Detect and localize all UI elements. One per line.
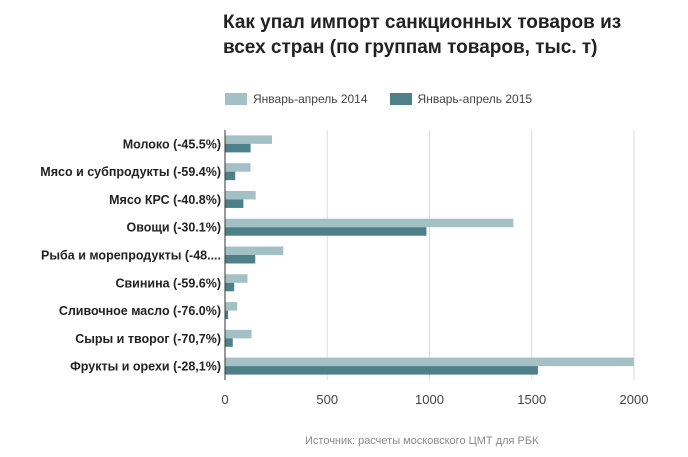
x-tick-label-2: 1000 xyxy=(415,392,444,407)
bar-2014-3 xyxy=(225,218,514,228)
x-tick-label-0: 0 xyxy=(221,392,228,407)
bar-2015-0 xyxy=(225,143,251,153)
category-label-1: Мясо и субпродукты (-59.4%) xyxy=(40,165,221,179)
category-label-7: Сыры и творог (-70,7%) xyxy=(75,332,221,346)
bar-2015-6 xyxy=(225,310,229,320)
category-label-8: Фрукты и орехи (-28,1%) xyxy=(70,360,221,374)
legend: Январь-апрель 2014 Январь-апрель 2015 xyxy=(225,92,554,106)
category-label-5: Свинина (-59.6%) xyxy=(115,276,221,290)
category-label-6: Сливочное масло (-76.0%) xyxy=(59,304,221,318)
category-label-3: Овощи (-30.1%) xyxy=(126,221,221,235)
x-tick-label-1: 500 xyxy=(316,392,338,407)
legend-swatch-2014 xyxy=(225,93,247,105)
bar-2015-8 xyxy=(225,366,538,375)
chart-title: Как упал импорт санкционных товаров из в… xyxy=(223,12,622,58)
x-tick-label-3: 1500 xyxy=(517,392,546,407)
category-label-2: Мясо КРС (-40.8%) xyxy=(109,193,221,207)
category-label-0: Молоко (-45.5%) xyxy=(123,137,221,151)
bar-2014-1 xyxy=(225,163,251,172)
bar-2014-4 xyxy=(225,246,284,255)
bar-2014-8 xyxy=(225,357,634,367)
bar-2014-7 xyxy=(225,329,252,339)
legend-item-2014: Январь-апрель 2014 xyxy=(225,92,368,106)
bar-2015-1 xyxy=(225,171,236,181)
bar-2014-2 xyxy=(225,190,256,200)
bar-2014-6 xyxy=(225,302,238,311)
legend-item-2015: Январь-апрель 2015 xyxy=(389,92,533,106)
bar-2015-4 xyxy=(225,255,256,264)
category-label-4: Рыба и морепродукты (-48.... xyxy=(41,249,221,263)
bar-2015-7 xyxy=(225,338,233,347)
bar-2015-2 xyxy=(225,199,244,208)
legend-label-2015: Январь-апрель 2015 xyxy=(417,92,533,106)
legend-label-2014: Январь-апрель 2014 xyxy=(253,92,368,106)
x-tick-label-4: 2000 xyxy=(620,392,649,407)
bar-2015-5 xyxy=(225,282,235,292)
source-note: Источник: расчеты московского ЦМТ для РБ… xyxy=(305,435,539,447)
bar-2015-3 xyxy=(225,227,427,236)
bar-2014-5 xyxy=(225,274,248,283)
legend-swatch-2015 xyxy=(389,93,412,105)
bar-2014-0 xyxy=(225,135,273,144)
